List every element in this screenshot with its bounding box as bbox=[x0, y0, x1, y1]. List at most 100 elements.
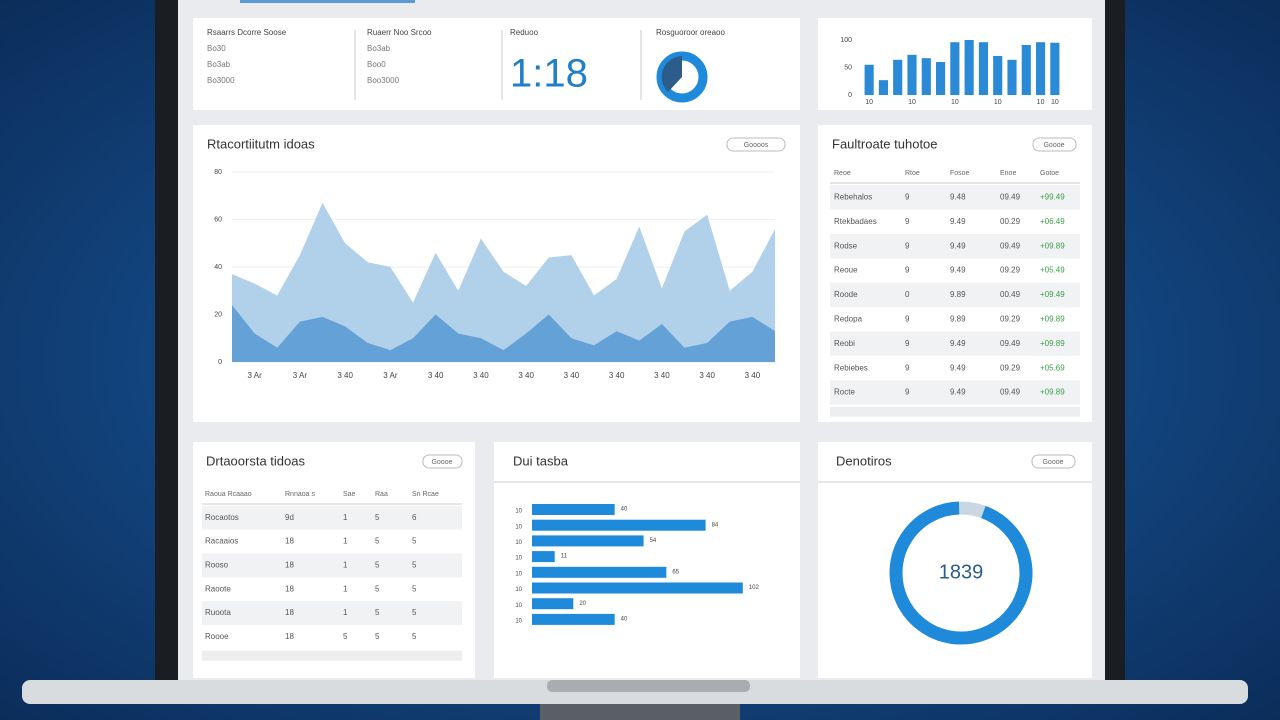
table-cell: 6 bbox=[412, 513, 417, 522]
y-tick-label: 10 bbox=[515, 509, 522, 515]
x-tick-label: 3 Ar bbox=[248, 371, 263, 380]
donut-segment bbox=[959, 501, 986, 519]
table-header: Sn Rcae bbox=[412, 491, 439, 498]
table-cell: Reoue bbox=[834, 266, 858, 275]
bar bbox=[950, 42, 960, 95]
table-cell: 9 bbox=[905, 193, 910, 202]
button[interactable] bbox=[726, 137, 786, 152]
table-cell: 9.89 bbox=[950, 290, 966, 299]
table-cell: Redopa bbox=[834, 315, 863, 324]
table-cell: 9.48 bbox=[950, 193, 966, 202]
panel-title: Drtaoorsta tidoas bbox=[206, 453, 305, 468]
x-tick-label: 3 Ar bbox=[293, 371, 308, 380]
area bbox=[232, 305, 775, 362]
notch bbox=[547, 680, 750, 692]
table-cell: 1 bbox=[343, 537, 348, 546]
button-label[interactable]: Goooe bbox=[1043, 142, 1064, 149]
table-cell: 9.89 bbox=[950, 315, 966, 324]
row-band bbox=[830, 282, 1080, 308]
x-tick-label: 3 40 bbox=[518, 371, 534, 380]
button[interactable] bbox=[422, 454, 463, 469]
row-band bbox=[830, 331, 1080, 356]
panel-title: Rtacortiitutm idoas bbox=[207, 136, 315, 151]
table-header: Rnnaoa s bbox=[285, 491, 315, 498]
table-cell: 09.49 bbox=[1000, 388, 1021, 397]
y-tick-label: 10 bbox=[515, 571, 522, 577]
y-tick-label: 0 bbox=[218, 359, 222, 366]
kpi-title: Ruaerr Noo Srcoo bbox=[367, 28, 432, 37]
table-cell: 9 bbox=[905, 363, 910, 372]
table-cell: 5 bbox=[343, 632, 348, 641]
table-cell: 18 bbox=[285, 537, 294, 546]
buttons bbox=[422, 137, 1077, 469]
table-cell: 0 bbox=[905, 290, 910, 299]
table-cell: 1 bbox=[343, 608, 348, 617]
table-cell: 9 bbox=[905, 315, 910, 324]
data-label: 54 bbox=[650, 538, 657, 544]
table-cell: 5 bbox=[412, 608, 417, 617]
panel-title: Denotiros bbox=[836, 453, 892, 468]
y-tick-label: 10 bbox=[515, 618, 522, 624]
row-band bbox=[202, 505, 462, 530]
y-tick-label: 100 bbox=[840, 37, 852, 44]
kpi-title: Rosguoroor oreaoo bbox=[656, 28, 725, 37]
button-label[interactable]: Goooos bbox=[744, 142, 769, 149]
button[interactable] bbox=[1032, 137, 1077, 152]
data-label: 20 bbox=[579, 601, 586, 607]
row-band bbox=[830, 380, 1080, 405]
button[interactable] bbox=[1031, 454, 1076, 469]
table-cell: +99.49 bbox=[1040, 193, 1065, 202]
table-cell: 5 bbox=[375, 561, 380, 570]
data-label: 40 bbox=[621, 507, 628, 513]
table-cell: 5 bbox=[412, 584, 417, 593]
table-cell: 9.49 bbox=[950, 266, 966, 275]
table-panel bbox=[818, 125, 1092, 422]
bar bbox=[1021, 44, 1031, 95]
kpi-title: Reduoo bbox=[510, 28, 539, 37]
pie-icon bbox=[656, 51, 708, 103]
table-cell: Rocte bbox=[834, 388, 855, 397]
bar bbox=[921, 58, 931, 95]
table-cell: 5 bbox=[375, 632, 380, 641]
panel-title: Faultroate tuhotoe bbox=[832, 136, 938, 151]
table-cell: +09.49 bbox=[1040, 290, 1065, 299]
table-cell: Reobi bbox=[834, 339, 855, 348]
table-cell: 9 bbox=[905, 266, 910, 275]
table-header: Raoua Rcaaao bbox=[205, 491, 252, 498]
table-cell: 1 bbox=[343, 584, 348, 593]
bar bbox=[1036, 42, 1046, 95]
button-label[interactable]: Goooe bbox=[431, 459, 452, 466]
bar bbox=[978, 42, 988, 95]
bar bbox=[964, 40, 974, 95]
y-tick-label: 0 bbox=[848, 92, 852, 99]
table-cell: 9.49 bbox=[950, 339, 966, 348]
table-cell: 09.29 bbox=[1000, 315, 1021, 324]
table-cell: 18 bbox=[285, 584, 294, 593]
stand bbox=[540, 704, 740, 720]
table-cell: 9.49 bbox=[950, 388, 966, 397]
y-tick-label: 80 bbox=[214, 169, 222, 176]
x-tick-label: 10 bbox=[994, 99, 1002, 106]
panel-title: Dui tasba bbox=[513, 453, 569, 468]
table-cell: 09.29 bbox=[1000, 266, 1021, 275]
table-cell: 5 bbox=[412, 632, 417, 641]
table-header: Fosoe bbox=[950, 170, 970, 177]
table-cell: 09.29 bbox=[1000, 363, 1021, 372]
table-cell: Rebiebes bbox=[834, 363, 868, 372]
bar bbox=[532, 519, 706, 531]
table-header: Gotoe bbox=[1040, 170, 1059, 177]
x-tick-label: 10 bbox=[908, 99, 916, 106]
table-cell: Ruoota bbox=[205, 608, 231, 617]
donut-segment bbox=[889, 501, 1033, 645]
kpi-value: 1:18 bbox=[510, 52, 588, 96]
bar bbox=[936, 62, 946, 95]
bar bbox=[532, 535, 644, 547]
table-cell: 9 bbox=[905, 339, 910, 348]
x-tick-label: 10 bbox=[951, 99, 959, 106]
button-label[interactable]: Goooe bbox=[1042, 459, 1063, 466]
bar bbox=[532, 504, 615, 515]
x-tick-label: 3 40 bbox=[609, 371, 625, 380]
table-cell: 18 bbox=[285, 561, 294, 570]
row-band bbox=[830, 234, 1080, 259]
table-cell: Roode bbox=[834, 290, 858, 299]
